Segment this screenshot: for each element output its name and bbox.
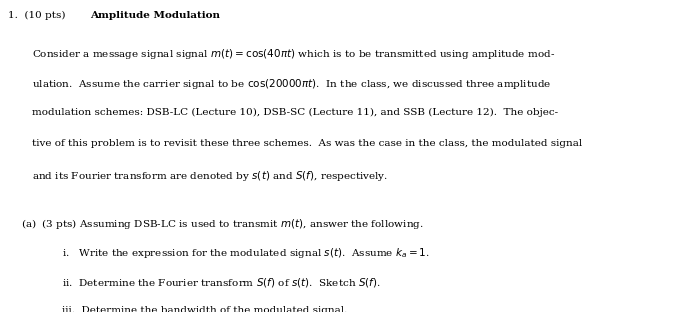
Text: (a)  (3 pts) Assuming DSB-LC is used to transmit $m(t)$, answer the following.: (a) (3 pts) Assuming DSB-LC is used to t… [21, 217, 424, 231]
Text: Consider a message signal signal $m(t) = \cos(40\pi t)$ which is to be transmitt: Consider a message signal signal $m(t) =… [32, 47, 555, 61]
Text: i.   Write the expression for the modulated signal $s(t)$.  Assume $k_a = 1$.: i. Write the expression for the modulate… [62, 246, 430, 261]
Text: tive of this problem is to revisit these three schemes.  As was the case in the : tive of this problem is to revisit these… [32, 139, 582, 148]
Text: 1.  (10 pts): 1. (10 pts) [8, 11, 69, 20]
Text: modulation schemes: DSB-LC (Lecture 10), DSB-SC (Lecture 11), and SSB (Lecture 1: modulation schemes: DSB-LC (Lecture 10),… [32, 108, 558, 117]
Text: Amplitude Modulation: Amplitude Modulation [90, 11, 220, 20]
Text: iii.  Determine the bandwidth of the modulated signal.: iii. Determine the bandwidth of the modu… [62, 306, 347, 312]
Text: ulation.  Assume the carrier signal to be $\cos(20000\pi t)$.  In the class, we : ulation. Assume the carrier signal to be… [32, 77, 552, 91]
Text: and its Fourier transform are denoted by $s(t)$ and $S(f)$, respectively.: and its Fourier transform are denoted by… [32, 169, 388, 183]
Text: ii.  Determine the Fourier transform $S(f)$ of $s(t)$.  Sketch $S(f)$.: ii. Determine the Fourier transform $S(f… [62, 276, 381, 289]
